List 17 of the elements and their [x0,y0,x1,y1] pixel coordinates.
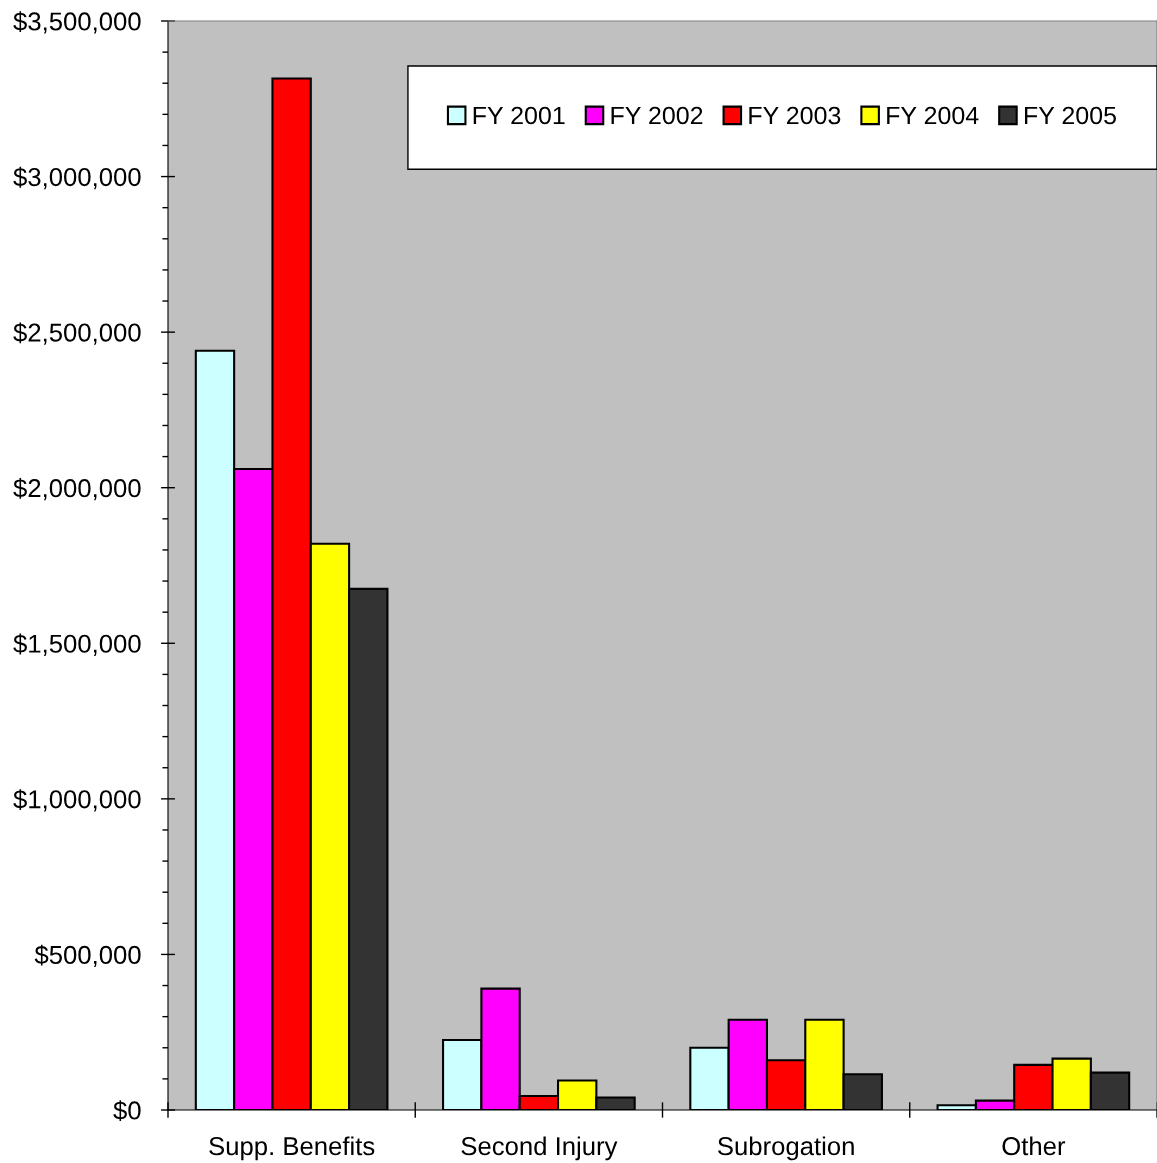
y-tick-label: $2,000,000 [13,478,141,501]
y-tick-label: $3,500,000 [13,11,141,34]
x-tick-label: Second Injury [461,1136,618,1161]
legend-label: FY 2005 [1024,106,1116,125]
legend-label: FY 2002 [611,106,703,125]
legend-label: FY 2003 [749,106,841,125]
y-tick-label: $1,500,000 [13,633,141,656]
legend-label: FY 2001 [473,106,565,125]
x-tick-label: Other [1002,1136,1066,1156]
y-tick-label: $1,000,000 [13,789,141,812]
x-tick-label: Subrogation [718,1136,854,1161]
y-tick-label: $2,500,000 [13,322,141,345]
y-tick-label: $3,000,000 [13,166,141,190]
y-tick-label: $500,000 [34,944,141,968]
y-tick-label: $0 [113,1100,141,1122]
legend-label: FY 2004 [887,106,979,125]
x-tick-label: Supp. Benefits [209,1136,375,1161]
